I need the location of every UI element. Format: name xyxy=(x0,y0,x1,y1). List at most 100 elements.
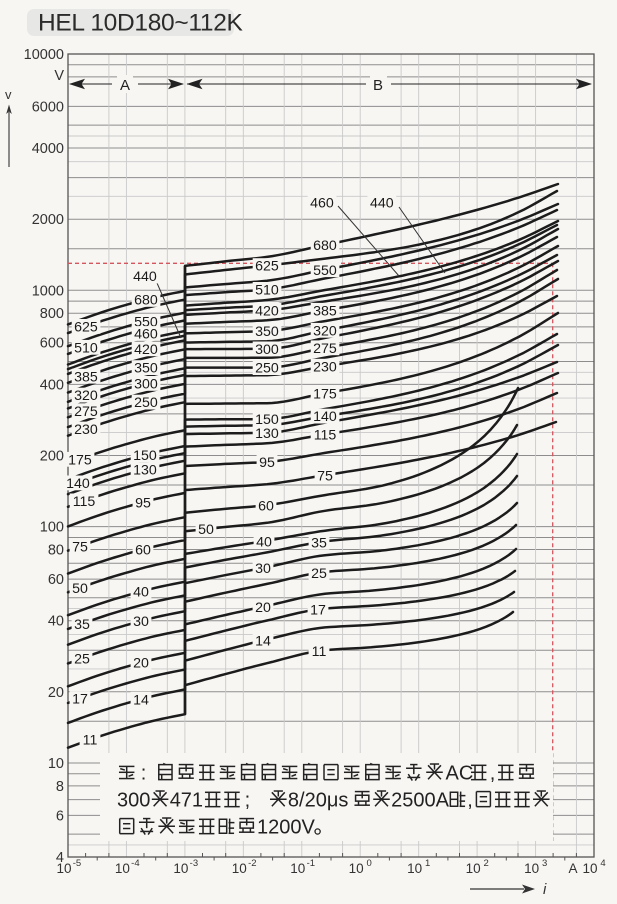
svg-text:60: 60 xyxy=(135,542,151,558)
svg-text:4000: 4000 xyxy=(32,141,64,157)
svg-text:35: 35 xyxy=(311,535,327,551)
svg-text:600: 600 xyxy=(40,336,64,352)
svg-text:14: 14 xyxy=(133,692,149,708)
svg-text:75: 75 xyxy=(72,539,88,555)
svg-text:10: 10 xyxy=(232,861,247,876)
svg-text:2000: 2000 xyxy=(32,212,64,228)
svg-text:680: 680 xyxy=(134,293,158,309)
svg-text:17: 17 xyxy=(72,692,88,708)
svg-text:440: 440 xyxy=(370,196,394,212)
svg-text:100: 100 xyxy=(40,520,64,536)
svg-text:20: 20 xyxy=(255,600,271,616)
svg-text:10: 10 xyxy=(349,861,364,876)
svg-text:200: 200 xyxy=(40,449,64,465)
svg-text:11: 11 xyxy=(312,644,327,660)
svg-text:460: 460 xyxy=(310,196,334,212)
svg-text:800: 800 xyxy=(40,306,64,322)
svg-text:130: 130 xyxy=(133,463,157,479)
svg-text:471: 471 xyxy=(170,790,203,812)
svg-text:80: 80 xyxy=(48,543,64,559)
svg-text:130: 130 xyxy=(255,426,279,442)
svg-text:,: , xyxy=(490,763,496,785)
svg-text:25: 25 xyxy=(311,566,327,582)
svg-text:1: 1 xyxy=(425,858,430,869)
svg-text:4: 4 xyxy=(56,850,64,866)
svg-text:420: 420 xyxy=(134,342,158,358)
svg-text:-5: -5 xyxy=(73,858,81,869)
svg-text:30: 30 xyxy=(255,561,271,577)
svg-text:250: 250 xyxy=(255,361,279,377)
svg-text:275: 275 xyxy=(74,404,98,420)
svg-text:300: 300 xyxy=(117,790,150,812)
svg-text:680: 680 xyxy=(313,238,337,254)
svg-text:35: 35 xyxy=(74,617,90,633)
svg-text:60: 60 xyxy=(258,498,274,514)
svg-text:V: V xyxy=(54,68,64,84)
svg-text:10: 10 xyxy=(173,861,188,876)
svg-text:320: 320 xyxy=(313,323,337,339)
svg-text:350: 350 xyxy=(255,324,279,340)
svg-text:HEL 10D180~112K: HEL 10D180~112K xyxy=(38,10,244,37)
svg-text:2500A: 2500A xyxy=(391,790,449,812)
svg-text:625: 625 xyxy=(74,320,98,336)
svg-text:440: 440 xyxy=(133,269,157,285)
svg-text:10: 10 xyxy=(48,756,64,772)
svg-text:8: 8 xyxy=(56,779,64,795)
svg-text:385: 385 xyxy=(313,303,337,319)
svg-text:6: 6 xyxy=(56,808,64,824)
svg-text:175: 175 xyxy=(313,386,337,402)
svg-text:A: A xyxy=(120,77,130,94)
svg-text:300: 300 xyxy=(255,342,279,358)
svg-text:115: 115 xyxy=(314,427,337,443)
svg-text:75: 75 xyxy=(317,468,333,484)
svg-text:250: 250 xyxy=(134,395,158,411)
svg-text:20: 20 xyxy=(133,656,149,672)
svg-text::: : xyxy=(141,763,147,785)
svg-text:-2: -2 xyxy=(248,858,256,869)
svg-text:AC: AC xyxy=(446,763,474,785)
svg-text:40: 40 xyxy=(256,534,272,550)
svg-text:550: 550 xyxy=(313,263,337,279)
svg-text:6000: 6000 xyxy=(32,99,64,115)
svg-text:v: v xyxy=(5,87,12,102)
svg-text:10: 10 xyxy=(115,861,130,876)
svg-text:0: 0 xyxy=(367,858,372,869)
svg-text:300: 300 xyxy=(134,377,158,393)
svg-text:4: 4 xyxy=(600,858,605,869)
svg-text:510: 510 xyxy=(255,283,279,299)
svg-text:2: 2 xyxy=(483,858,488,869)
svg-text:50: 50 xyxy=(198,522,214,538)
svg-text:150: 150 xyxy=(255,412,279,428)
svg-text:140: 140 xyxy=(66,476,90,492)
svg-text:i: i xyxy=(543,881,547,898)
svg-text:10: 10 xyxy=(290,861,305,876)
svg-text:320: 320 xyxy=(74,388,98,404)
svg-text:50: 50 xyxy=(72,581,88,597)
svg-text:1200V: 1200V xyxy=(257,817,315,839)
svg-text:60: 60 xyxy=(48,572,64,588)
svg-text:B: B xyxy=(373,77,383,94)
svg-text:-1: -1 xyxy=(307,858,315,869)
svg-text:10000: 10000 xyxy=(24,47,64,63)
svg-text:10: 10 xyxy=(466,861,481,876)
svg-text:115: 115 xyxy=(73,494,96,510)
svg-text:1000: 1000 xyxy=(32,283,64,299)
svg-text:40: 40 xyxy=(133,585,149,601)
svg-text:,: , xyxy=(467,790,473,812)
svg-text:350: 350 xyxy=(134,361,158,377)
svg-text:510: 510 xyxy=(74,340,98,356)
svg-text:230: 230 xyxy=(313,359,337,375)
svg-text:420: 420 xyxy=(255,304,279,320)
svg-text:8/20μs: 8/20μs xyxy=(288,790,348,812)
svg-text:175: 175 xyxy=(68,452,92,468)
svg-text:;: ; xyxy=(245,790,251,812)
svg-text:460: 460 xyxy=(134,327,158,343)
svg-text:17: 17 xyxy=(310,602,326,618)
svg-text:275: 275 xyxy=(313,341,337,357)
svg-text:10: 10 xyxy=(56,861,71,876)
svg-text:385: 385 xyxy=(74,369,98,385)
svg-text:95: 95 xyxy=(259,455,275,471)
svg-text:11: 11 xyxy=(83,733,98,749)
svg-text:40: 40 xyxy=(48,614,64,630)
svg-text:625: 625 xyxy=(255,259,279,275)
